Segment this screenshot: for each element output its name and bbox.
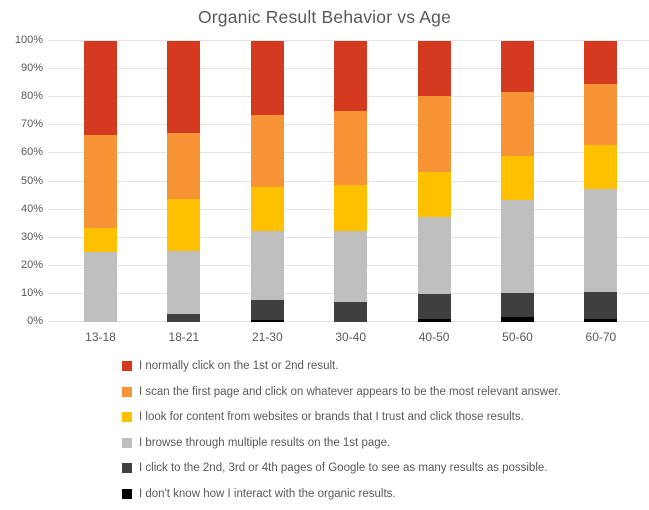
bar-segment <box>501 317 534 322</box>
legend-item: I normally click on the 1st or 2nd resul… <box>122 358 561 374</box>
legend-item-label: I look for content from websites or bran… <box>139 411 524 423</box>
bar-segment <box>501 41 534 92</box>
bar-segment <box>167 41 201 134</box>
chart-title: Organic Result Behavior vs Age <box>197 7 452 27</box>
legend-item-label: I normally click on the 1st or 2nd resul… <box>139 360 339 372</box>
bar-segment <box>334 184 368 231</box>
bar-segment <box>417 171 451 218</box>
x-axis-category-label: 18-21 <box>168 330 200 344</box>
bar-segment <box>167 199 201 251</box>
bar-segment <box>584 291 618 319</box>
x-axis-category-label: 40-50 <box>418 330 450 344</box>
y-axis-tick-label: 60% <box>20 146 43 159</box>
legend-item: I look for content from websites or bran… <box>122 409 561 425</box>
legend-swatch-icon <box>122 463 132 473</box>
bar-segment <box>167 250 201 315</box>
bar-segment <box>417 217 451 294</box>
y-axis-tick-label: 40% <box>20 202 43 215</box>
bar-segment <box>167 133 201 200</box>
bar-segment <box>417 41 451 96</box>
bar-segment <box>417 318 451 322</box>
bar-segment <box>584 318 618 322</box>
bar-segment <box>84 41 117 135</box>
bar-segment <box>501 200 534 294</box>
bar-50-60 <box>501 41 534 322</box>
x-axis-category-label: 50-60 <box>502 330 533 344</box>
y-axis-tick-label: 70% <box>20 118 43 131</box>
bar-segment <box>250 299 284 320</box>
x-axis-category-label: 30-40 <box>335 330 367 344</box>
bar-segment <box>250 41 284 116</box>
bar-segment <box>584 189 618 292</box>
bar-30-40 <box>334 41 368 322</box>
legend-item-label: I click to the 2nd, 3rd or 4th pages of … <box>139 462 548 474</box>
bar-segment <box>417 293 451 319</box>
bar-segment <box>250 115 284 187</box>
legend-item: I browse through multiple results on the… <box>122 435 561 451</box>
bar-segment <box>167 314 201 322</box>
x-axis-category-label: 21-30 <box>251 330 283 344</box>
bar-18-21 <box>167 41 201 322</box>
bar-segment <box>84 134 117 229</box>
bar-40-50 <box>417 41 451 322</box>
bar-segment <box>334 230 368 303</box>
plot-area: 0% 10% 20% 30% 40% 50% 60% 70% 80% 90% 100% 13-18 18… <box>0 34 649 344</box>
gridline-100% <box>48 40 649 41</box>
legend-swatch-icon <box>122 361 132 371</box>
y-axis-tick-label: 50% <box>20 174 43 187</box>
bar-segment <box>334 302 368 322</box>
legend-item: I click to the 2nd, 3rd or 4th pages of … <box>122 460 561 476</box>
bar-segment <box>417 95 451 172</box>
x-axis-category-label: 60-70 <box>585 330 617 344</box>
bar-60-70 <box>584 41 618 322</box>
y-axis-tick-label: 90% <box>20 62 43 75</box>
bar-segment <box>334 41 368 111</box>
bar-segment <box>501 91 534 157</box>
y-axis-tick-label: 10% <box>20 286 43 299</box>
legend-item: I scan the first page and click on whate… <box>122 384 561 400</box>
bar-segment <box>250 231 284 300</box>
bar-21-30 <box>250 41 284 322</box>
bar-segment <box>84 251 117 322</box>
y-axis-tick-label: 20% <box>20 258 43 271</box>
legend-item-label: I scan the first page and click on whate… <box>139 385 561 398</box>
legend-swatch-icon <box>122 412 132 422</box>
y-axis-tick-label: 100% <box>14 34 43 46</box>
y-axis-tick-label: 0% <box>27 315 43 327</box>
bar-segment <box>501 156 534 201</box>
bar-13-18 <box>84 41 117 322</box>
bar-segment <box>584 41 618 84</box>
legend-item-label: I don't know how I interact with the org… <box>139 487 396 500</box>
legend-item: I don't know how I interact with the org… <box>122 486 561 502</box>
bar-segment <box>501 293 534 318</box>
y-axis-tick-label: 30% <box>20 230 43 243</box>
bar-segment <box>250 186 284 232</box>
y-axis-tick-label: 80% <box>20 90 43 103</box>
bar-segment <box>584 144 618 190</box>
bar-segment <box>584 83 618 145</box>
legend-swatch-icon <box>122 488 132 499</box>
legend-item-label: I browse through multiple results on the… <box>139 436 391 449</box>
legend-swatch-icon <box>122 437 132 448</box>
bar-segment <box>250 319 284 322</box>
x-axis-category-label: 13-18 <box>85 330 116 344</box>
bar-segment <box>84 228 117 252</box>
bar-segment <box>334 110 368 185</box>
legend-swatch-icon <box>122 386 132 397</box>
legend: I normally click on the 1st or 2nd resul… <box>122 358 561 502</box>
